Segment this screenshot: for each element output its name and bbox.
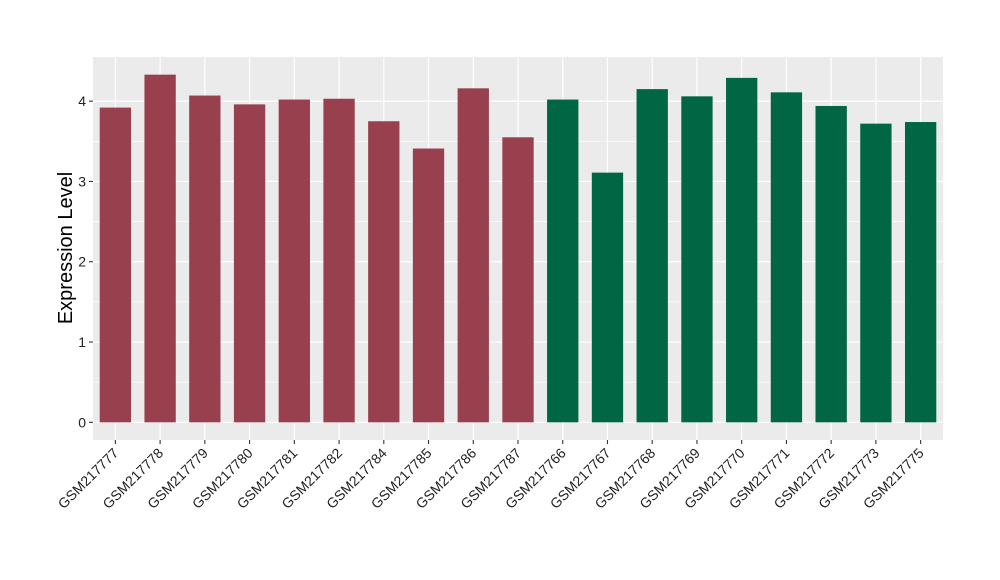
bar-GSM217786 <box>457 88 489 423</box>
bar-GSM217785 <box>412 148 445 423</box>
bar-GSM217767 <box>591 172 624 423</box>
bar-GSM217768 <box>636 89 668 423</box>
bar-GSM217782 <box>323 98 355 423</box>
x-axis: GSM217777GSM217778GSM217779GSM217780GSM2… <box>55 440 927 512</box>
bar-GSM217773 <box>860 123 892 423</box>
bar-GSM217779 <box>189 95 221 423</box>
bar-GSM217772 <box>815 105 847 423</box>
bar-GSM217778 <box>144 74 176 423</box>
bar-GSM217781 <box>278 99 310 423</box>
y-tick-label: 2 <box>78 254 86 270</box>
y-tick-label: 1 <box>78 334 86 350</box>
bar-GSM217766 <box>547 99 579 423</box>
bar-GSM217780 <box>233 104 266 423</box>
bar-GSM217787 <box>502 137 534 423</box>
y-tick-label: 3 <box>78 173 86 189</box>
bar-GSM217769 <box>681 96 713 423</box>
y-axis-title: Expression Level <box>55 172 77 324</box>
y-tick-label: 4 <box>78 93 86 109</box>
bar-GSM217775 <box>904 122 937 423</box>
bar-GSM217771 <box>770 92 803 423</box>
bar-GSM217784 <box>368 121 400 423</box>
y-tick-label: 0 <box>78 414 86 430</box>
bar-GSM217777 <box>99 107 132 423</box>
y-axis: 0 1 2 3 4 <box>78 93 93 430</box>
bar-GSM217770 <box>726 77 758 423</box>
bars <box>99 74 937 423</box>
